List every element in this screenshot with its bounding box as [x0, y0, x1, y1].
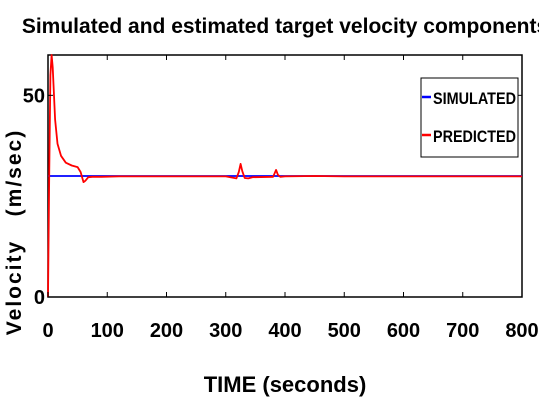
ticks-group: 0 100 200 300 400 500 600 700 800 0 50	[23, 55, 539, 342]
x-tick-label: 0	[42, 320, 53, 342]
chart-title: Simulated and estimated target velocity …	[22, 15, 539, 38]
x-tick-label: 400	[268, 320, 301, 342]
x-tick-label: 800	[505, 320, 538, 342]
series-line-predicted	[47, 54, 522, 298]
legend-box	[420, 77, 519, 158]
x-tick-label: 300	[209, 320, 242, 342]
y-axis-label: Velocity (m/sec)	[3, 129, 26, 335]
legend: SIMULATED PREDICTED	[420, 77, 519, 158]
series-group	[47, 54, 522, 298]
y-tick-label: 50	[23, 85, 45, 107]
legend-label-predicted: PREDICTED	[433, 127, 516, 146]
legend-label-simulated: SIMULATED	[433, 89, 516, 108]
x-axis-label: TIME (seconds)	[204, 372, 367, 397]
x-tick-label: 200	[150, 320, 183, 342]
x-tick-label: 500	[328, 320, 361, 342]
x-tick-label: 100	[91, 320, 124, 342]
x-tick-label: 600	[387, 320, 420, 342]
x-tick-label: 700	[446, 320, 479, 342]
y-tick-label: 0	[34, 287, 45, 309]
